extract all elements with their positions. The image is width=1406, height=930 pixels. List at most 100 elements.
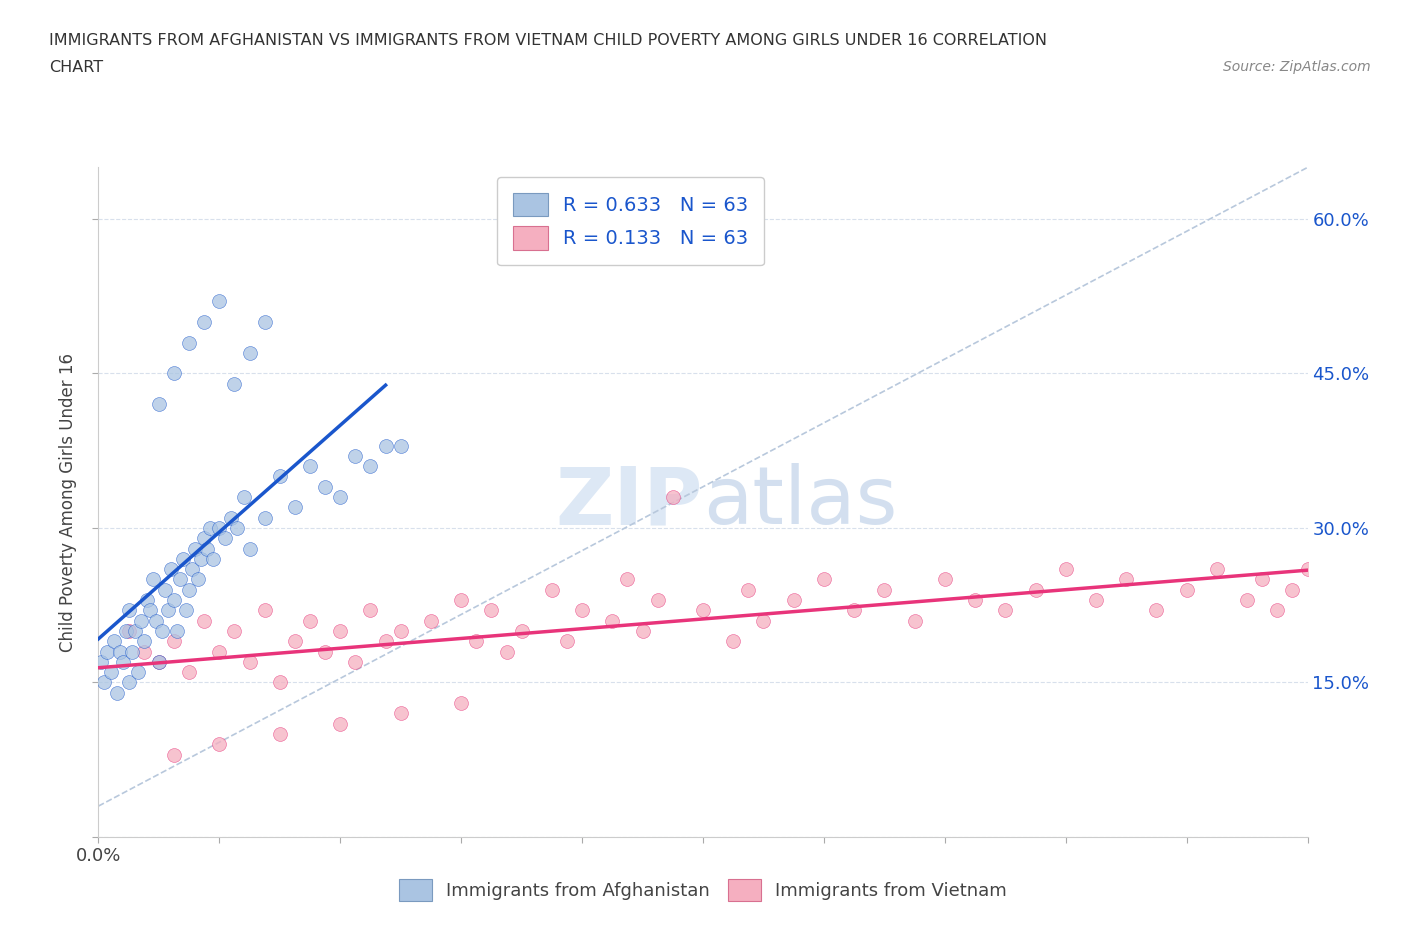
Point xyxy=(344,448,367,463)
Point xyxy=(299,458,322,473)
Point xyxy=(314,644,336,659)
Point xyxy=(1175,582,1198,597)
Point xyxy=(118,675,141,690)
Point xyxy=(1054,562,1077,577)
Point xyxy=(135,592,157,607)
Point xyxy=(232,489,254,504)
Point xyxy=(208,737,231,751)
Point xyxy=(118,623,141,638)
Point xyxy=(166,623,188,638)
Point xyxy=(169,572,191,587)
Point xyxy=(450,592,472,607)
Point xyxy=(139,603,162,618)
Point xyxy=(163,634,186,649)
Y-axis label: Child Poverty Among Girls Under 16: Child Poverty Among Girls Under 16 xyxy=(59,352,77,652)
Point xyxy=(904,613,927,628)
Point xyxy=(813,572,835,587)
Point xyxy=(1085,592,1108,607)
Point xyxy=(145,613,167,628)
Point xyxy=(111,655,134,670)
Point xyxy=(208,521,231,536)
Point xyxy=(647,592,669,607)
Point xyxy=(193,613,215,628)
Point xyxy=(124,623,146,638)
Point xyxy=(105,685,128,700)
Point xyxy=(153,582,176,597)
Point xyxy=(481,603,503,618)
Point xyxy=(190,551,212,566)
Point xyxy=(1024,582,1046,597)
Point xyxy=(253,603,276,618)
Point xyxy=(187,572,209,587)
Point xyxy=(121,644,143,659)
Point xyxy=(1267,603,1289,618)
Point xyxy=(510,623,533,638)
Point xyxy=(1115,572,1137,587)
Point xyxy=(329,716,352,731)
Point xyxy=(184,541,207,556)
Text: CHART: CHART xyxy=(49,60,103,75)
Point xyxy=(108,644,131,659)
Point xyxy=(148,655,170,670)
Point xyxy=(616,572,638,587)
Point xyxy=(389,438,412,453)
Point xyxy=(148,655,170,670)
Point xyxy=(465,634,488,649)
Point xyxy=(1251,572,1274,587)
Point xyxy=(253,511,276,525)
Text: atlas: atlas xyxy=(703,463,897,541)
Point xyxy=(132,634,155,649)
Point xyxy=(284,500,307,515)
Point xyxy=(253,314,276,329)
Point xyxy=(389,706,412,721)
Point xyxy=(150,623,173,638)
Point xyxy=(314,479,336,494)
Point xyxy=(1206,562,1229,577)
Point xyxy=(179,665,201,680)
Point xyxy=(224,377,246,392)
Point xyxy=(873,582,896,597)
Point xyxy=(195,541,218,556)
Point xyxy=(662,489,685,504)
Point xyxy=(181,562,204,577)
Text: Source: ZipAtlas.com: Source: ZipAtlas.com xyxy=(1223,60,1371,74)
Point xyxy=(723,634,745,649)
Point xyxy=(214,531,236,546)
Point xyxy=(783,592,806,607)
Point xyxy=(239,541,262,556)
Point xyxy=(631,623,654,638)
Point xyxy=(540,582,562,597)
Point xyxy=(163,747,186,762)
Point xyxy=(329,623,352,638)
Text: ZIP: ZIP xyxy=(555,463,703,541)
Point xyxy=(148,397,170,412)
Point xyxy=(269,726,291,741)
Point xyxy=(160,562,183,577)
Point xyxy=(172,551,194,566)
Point xyxy=(420,613,443,628)
Point xyxy=(269,469,291,484)
Point xyxy=(602,613,624,628)
Point xyxy=(389,623,412,638)
Point xyxy=(269,675,291,690)
Point xyxy=(329,489,352,504)
Point xyxy=(844,603,866,618)
Point xyxy=(142,572,165,587)
Point xyxy=(692,603,714,618)
Point xyxy=(163,592,186,607)
Point xyxy=(174,603,197,618)
Point xyxy=(127,665,149,680)
Point xyxy=(100,665,122,680)
Point xyxy=(129,613,152,628)
Point xyxy=(360,458,382,473)
Point xyxy=(193,314,215,329)
Point xyxy=(103,634,125,649)
Point xyxy=(299,613,322,628)
Point xyxy=(1296,562,1319,577)
Point xyxy=(495,644,517,659)
Point xyxy=(221,511,243,525)
Text: IMMIGRANTS FROM AFGHANISTAN VS IMMIGRANTS FROM VIETNAM CHILD POVERTY AMONG GIRLS: IMMIGRANTS FROM AFGHANISTAN VS IMMIGRANT… xyxy=(49,33,1047,47)
Point xyxy=(90,655,112,670)
Point xyxy=(179,582,201,597)
Point xyxy=(118,603,141,618)
